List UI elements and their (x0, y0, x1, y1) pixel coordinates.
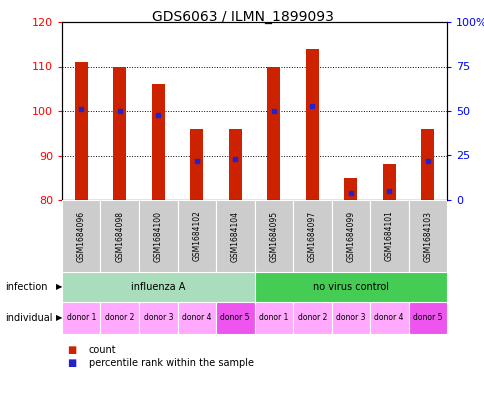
Text: GDS6063 / ILMN_1899093: GDS6063 / ILMN_1899093 (151, 10, 333, 24)
Text: GSM1684099: GSM1684099 (346, 210, 354, 262)
Text: GSM1684100: GSM1684100 (153, 211, 163, 261)
Bar (190, 129, 203, 200)
Bar (369, 302, 408, 334)
Text: GSM1684102: GSM1684102 (192, 211, 201, 261)
Bar (331, 302, 369, 334)
Bar (305, 49, 318, 200)
Bar (254, 272, 446, 302)
Text: donor 4: donor 4 (374, 314, 403, 323)
Bar (139, 200, 177, 272)
Bar (151, 84, 165, 200)
Text: donor 1: donor 1 (66, 314, 96, 323)
Bar (228, 129, 242, 200)
Text: GSM1684101: GSM1684101 (384, 211, 393, 261)
Text: ▶: ▶ (56, 314, 62, 323)
Text: donor 2: donor 2 (297, 314, 326, 323)
Bar (177, 200, 215, 272)
Bar (62, 200, 100, 272)
Bar (343, 178, 357, 200)
Text: GSM1684095: GSM1684095 (269, 210, 278, 262)
Text: count: count (89, 345, 116, 355)
Bar (369, 200, 408, 272)
Bar (113, 66, 126, 200)
Text: ■: ■ (67, 358, 76, 368)
Bar (254, 302, 292, 334)
Text: ▶: ▶ (56, 283, 62, 292)
Bar (62, 272, 254, 302)
Text: donor 5: donor 5 (412, 314, 441, 323)
Text: percentile rank within the sample: percentile rank within the sample (89, 358, 253, 368)
Bar (215, 200, 254, 272)
Bar (331, 200, 369, 272)
Bar (420, 129, 434, 200)
Text: GSM1684096: GSM1684096 (76, 210, 86, 262)
Text: infection: infection (5, 282, 47, 292)
Bar (292, 200, 331, 272)
Bar (177, 302, 215, 334)
Text: donor 5: donor 5 (220, 314, 249, 323)
Text: donor 3: donor 3 (335, 314, 365, 323)
Text: no virus control: no virus control (312, 282, 388, 292)
Bar (100, 200, 139, 272)
Bar (254, 200, 292, 272)
Text: donor 4: donor 4 (182, 314, 211, 323)
Text: donor 1: donor 1 (258, 314, 288, 323)
Bar (75, 62, 88, 200)
Bar (100, 302, 139, 334)
Bar (292, 302, 331, 334)
Text: GSM1684103: GSM1684103 (423, 211, 431, 261)
Bar (408, 200, 446, 272)
Bar (139, 302, 177, 334)
Text: influenza A: influenza A (131, 282, 185, 292)
Bar (215, 302, 254, 334)
Text: donor 3: donor 3 (143, 314, 173, 323)
Bar (382, 164, 395, 200)
Bar (267, 66, 280, 200)
Text: donor 2: donor 2 (105, 314, 134, 323)
Text: ■: ■ (67, 345, 76, 355)
Text: GSM1684104: GSM1684104 (230, 211, 239, 261)
Bar (408, 302, 446, 334)
Text: GSM1684098: GSM1684098 (115, 211, 124, 261)
Text: GSM1684097: GSM1684097 (307, 210, 316, 262)
Bar (62, 302, 100, 334)
Text: individual: individual (5, 313, 52, 323)
